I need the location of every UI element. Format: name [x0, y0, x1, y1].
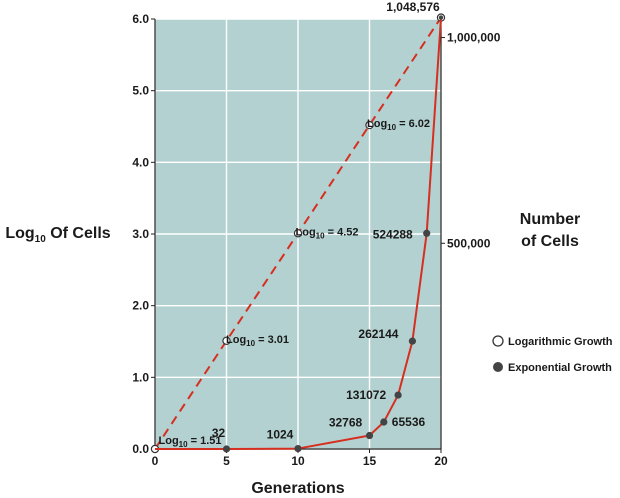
- exp-label-524288: 524288: [373, 227, 413, 241]
- series-logarithmic: [150, 13, 446, 454]
- log-annotation-5: Log10 = 1.51: [159, 435, 222, 449]
- log-point-5: [222, 336, 231, 345]
- exp-point-131072: [394, 391, 402, 399]
- log-point-10: [293, 229, 303, 238]
- x-tick-label-5: 5: [223, 454, 230, 468]
- exp-label-32: 32: [212, 426, 226, 440]
- y-axis-title-log: Log: [5, 225, 34, 242]
- exp-label-65536: 65536: [392, 415, 426, 429]
- x-tick-label-0: 0: [152, 454, 159, 468]
- y-tick-label-3.0: 3.0: [132, 227, 149, 241]
- tick-labels: 0 5 10 15 20 0.0 1.0 2.0 3.0 4.0 5.0 6.0 500,000 1,00…: [132, 12, 500, 468]
- legend-label-logarithmic: Logarithmic Growth: [508, 336, 613, 348]
- y-tick-label-1.0: 1.0: [132, 370, 149, 384]
- x-tick-label-20: 20: [434, 454, 448, 468]
- exp-point-32768: [365, 431, 374, 440]
- log-annotation-15: Log10 = 4.52: [296, 226, 359, 240]
- y-axis-title-subscript: 10: [35, 234, 47, 245]
- exp-point-1048576: [438, 15, 444, 20]
- series-exponential: [154, 15, 444, 453]
- y-tick-label-5.0: 5.0: [132, 84, 149, 98]
- exp-point-32: [222, 445, 231, 453]
- legend-label-exponential: Exponential Growth: [508, 362, 612, 374]
- y-tick-label-6.0: 6.0: [132, 12, 149, 26]
- y-axis-title-rest: Of Cells: [46, 225, 111, 242]
- y-tick-label-0.0: 0.0: [132, 442, 149, 456]
- legend-open-marker: [492, 335, 504, 347]
- y-tick-label-4.0: 4.0: [132, 155, 149, 169]
- exp-point-262144: [408, 337, 416, 345]
- y-tick-label-2.0: 2.0: [132, 299, 149, 313]
- log-point-15: [365, 120, 374, 130]
- exp-label-262144: 262144: [358, 327, 398, 341]
- right-axis-title-line1: Number: [520, 211, 580, 228]
- log-annotation-10: Log10 = 3.01: [226, 334, 289, 348]
- exp-label-1024: 1024: [267, 428, 294, 442]
- x-axis-title: Generations: [251, 480, 344, 497]
- x-tick-label-10: 10: [291, 454, 305, 468]
- y-axis-title: Log10 Of Cells: [5, 225, 110, 245]
- exp-label-131072: 131072: [346, 388, 386, 402]
- right-axis-title-line2: of Cells: [521, 233, 579, 250]
- right-tick-label-500000: 500,000: [447, 236, 491, 250]
- top-value-label: 1,048,576: [386, 0, 440, 14]
- point-labels: Log10 = 1.51 Log10 = 3.01 Log10 = 4.52 Log1…: [159, 0, 441, 449]
- legend: Logarithmic Growth Exponential Growth: [492, 335, 613, 374]
- exp-point-65536: [380, 418, 388, 426]
- log-annotation-20: Log10 = 6.02: [367, 118, 430, 132]
- legend-filled-marker: [493, 362, 503, 372]
- exp-label-32768: 32768: [329, 416, 363, 430]
- right-tick-label-1000000: 1,000,000: [447, 31, 501, 45]
- exp-point-524288: [423, 229, 431, 237]
- x-tick-label-15: 15: [363, 454, 377, 468]
- exp-point-1024: [294, 444, 302, 453]
